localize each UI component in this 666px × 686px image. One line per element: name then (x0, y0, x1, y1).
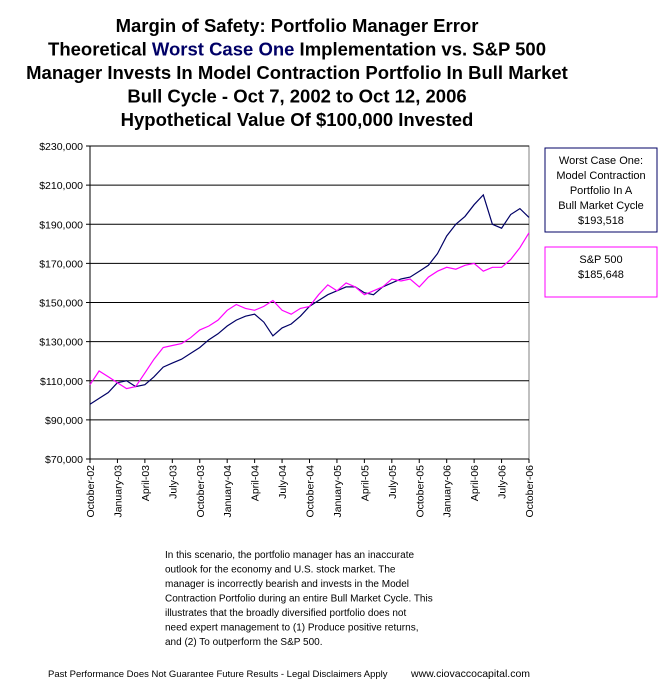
y-tick-label: $90,000 (45, 415, 83, 427)
legend-text: Portfolio In A (570, 185, 633, 197)
title-part: Theoretical (48, 39, 152, 60)
x-tick-label: April-04 (250, 465, 262, 501)
x-tick-label: October-05 (414, 465, 426, 518)
y-tick-label: $210,000 (39, 180, 83, 192)
legend-text: Model Contraction (556, 170, 645, 182)
y-tick-label: $130,000 (39, 337, 83, 349)
footer-right: www.ciovaccocapital.com (410, 668, 530, 680)
legend-text: $185,648 (578, 269, 624, 281)
series-line (89, 232, 530, 390)
note-line: Contraction Portfolio during an entire B… (165, 594, 433, 605)
y-tick-label: $170,000 (39, 258, 83, 270)
x-tick-label: January-05 (332, 465, 344, 518)
legend-box (544, 246, 658, 298)
x-tick-label: January-03 (112, 465, 124, 518)
chart-title: Bull Cycle - Oct 7, 2002 to Oct 12, 2006 (127, 86, 466, 107)
x-tick-label: April-03 (140, 465, 152, 501)
y-tick-label: $150,000 (39, 298, 83, 310)
chart-title: Manager Invests In Model Contraction Por… (26, 62, 568, 83)
note-line: manager is incorrectly bearish and inves… (165, 579, 409, 590)
chart-title: Margin of Safety: Portfolio Manager Erro… (116, 15, 479, 36)
footer-left: Past Performance Does Not Guarantee Futu… (48, 669, 388, 680)
x-tick-label: October-03 (195, 465, 207, 518)
chart-title: Hypothetical Value Of $100,000 Invested (121, 109, 474, 130)
x-tick-label: July-03 (167, 465, 179, 499)
y-tick-label: $190,000 (39, 219, 83, 231)
x-tick-label: January-04 (222, 465, 234, 518)
title-part: Worst Case One (152, 39, 295, 60)
chart-title: Theoretical Worst Case One Implementatio… (48, 39, 546, 60)
x-tick-label: April-05 (359, 465, 371, 501)
legend-text: Bull Market Cycle (558, 200, 644, 212)
note-line: outlook for the economy and U.S. stock m… (165, 565, 396, 576)
note-line: In this scenario, the portfolio manager … (165, 550, 414, 561)
title-part: Implementation vs. S&P 500 (294, 39, 546, 60)
legend-text: $193,518 (578, 215, 624, 227)
y-tick-label: $110,000 (40, 376, 83, 388)
note-line: and (2) To outperform the S&P 500. (165, 637, 323, 648)
legend-text: Worst Case One: (559, 155, 643, 167)
x-tick-label: July-06 (497, 465, 509, 499)
x-tick-label: October-04 (305, 465, 317, 518)
note-line: need expert management to (1) Produce po… (165, 623, 418, 634)
x-tick-label: April-06 (469, 465, 481, 501)
legend-box (544, 147, 658, 233)
y-tick-label: $230,000 (39, 141, 83, 153)
y-tick-label: $70,000 (45, 454, 83, 466)
x-tick-label: July-04 (277, 465, 289, 499)
x-tick-label: July-05 (387, 465, 399, 499)
legend-text: S&P 500 (579, 254, 622, 266)
x-tick-label: January-06 (442, 465, 454, 518)
x-tick-label: October-02 (85, 465, 97, 518)
x-tick-label: October-06 (524, 465, 536, 518)
note-line: illustrates that the broadly diversified… (165, 608, 406, 619)
